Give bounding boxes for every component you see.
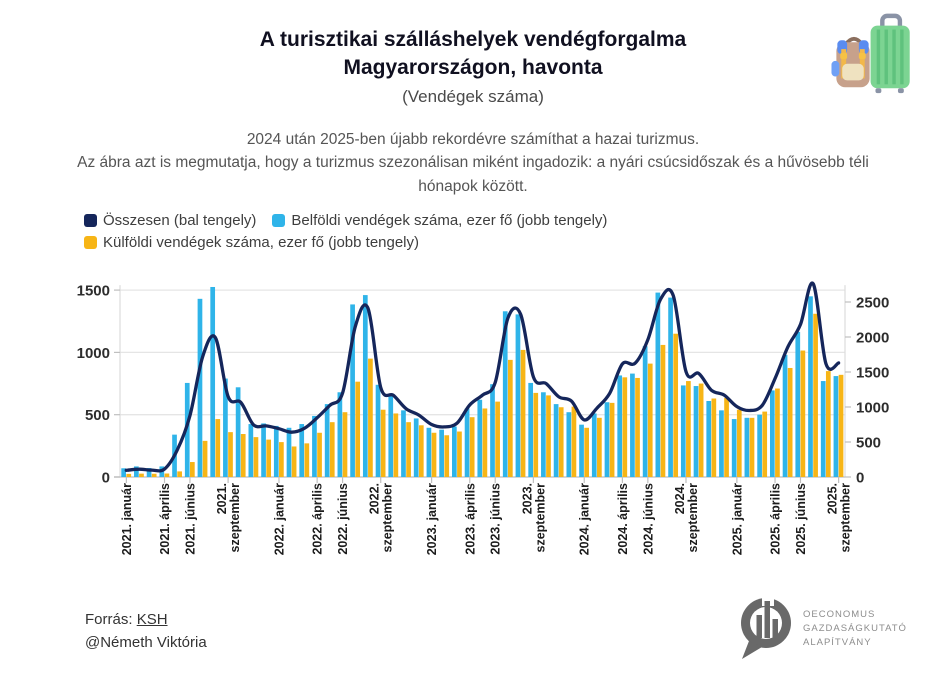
legend-label-1: Belföldi vendégek száma, ezer fő (jobb t… [291,212,608,229]
svg-text:2024.: 2024. [673,483,687,514]
description-line2: Az ábra azt is megmutatja, hogy a turizm… [77,154,869,195]
svg-text:2023. április: 2023. április [463,483,477,555]
svg-text:2025. április: 2025. április [769,483,783,555]
svg-text:2024. január: 2024. január [578,483,592,555]
svg-text:szeptember: szeptember [381,483,395,553]
svg-text:2022. április: 2022. április [311,483,325,555]
bars-belfoldi [121,286,839,477]
svg-text:1500: 1500 [77,283,110,300]
legend-swatch-2 [84,236,97,249]
svg-text:1000: 1000 [77,345,110,362]
source-prefix: Forrás: [85,611,137,628]
svg-text:2021. június: 2021. június [183,483,197,555]
source-block: Forrás: KSH @Németh Viktória [85,608,207,655]
svg-text:2021. április: 2021. április [158,483,172,555]
legend-swatch-1 [272,214,286,227]
luggage-icon [831,13,910,94]
svg-text:0: 0 [856,470,864,487]
svg-text:2022. június: 2022. június [336,483,350,555]
svg-text:2023. január: 2023. január [425,483,439,555]
svg-text:2023. június: 2023. június [489,483,503,555]
svg-text:szeptember: szeptember [228,483,242,553]
total-line [124,281,841,473]
legend-label-2: Külföldi vendégek száma, ezer fő (jobb t… [103,234,420,251]
page-title-line2: Magyarországon, havonta [343,56,603,80]
title-block: A turisztikai szálláshelyek vendégforgal… [0,26,946,107]
description-line1: 2024 után 2025-ben újabb rekordévre szám… [246,131,700,148]
svg-text:500: 500 [85,407,110,424]
svg-text:2000: 2000 [856,330,889,347]
svg-text:2025. június: 2025. június [794,483,808,555]
chart-area: 0 500 1000 1500 0 500 1000 1500 2000 2500 2021. ja… [0,266,946,600]
svg-text:2021. január: 2021. január [120,483,134,555]
right-axis-labels: 0 500 1000 1500 2000 2500 [845,295,889,487]
logo-line2: GAZDASÁGKUTATÓ [803,623,907,635]
svg-text:2021.: 2021. [215,483,229,514]
source-line: Forrás: KSH [85,608,207,631]
svg-text:szeptember: szeptember [686,483,700,553]
legend-item-1: Belföldi vendégek száma, ezer fő (jobb t… [272,212,607,229]
svg-text:1500: 1500 [856,365,889,382]
svg-text:2025.: 2025. [826,483,840,514]
page-subtitle: (Vendégek száma) [402,86,544,106]
page-title-line1: A turisztikai szálláshelyek vendégforgal… [259,28,687,51]
credit-line: @Németh Viktória [85,634,207,652]
chart-description: 2024 után 2025-ben újabb rekordévre szám… [58,128,888,198]
svg-text:2025. január: 2025. január [730,483,744,555]
logo-line3: ALAPÍTVÁNY [803,636,872,648]
oeconomus-logo: OECONOMUS GAZDASÁGKUTATÓ ALAPÍTVÁNY [735,594,907,664]
ksh-link[interactable]: KSH [136,611,168,628]
legend-swatch-0 [84,214,97,227]
chart-svg: 0 500 1000 1500 0 500 1000 1500 2000 2500 2021. ja… [77,281,889,555]
svg-text:2024. június: 2024. június [641,483,655,555]
svg-text:2023.: 2023. [520,483,534,514]
logo-line1: OECONOMUS [803,609,876,621]
bars-kulfoldi [126,313,844,477]
svg-text:2024. április: 2024. április [616,483,630,555]
legend-label-0: Összesen (bal tengely) [103,212,257,229]
svg-text:500: 500 [856,435,881,452]
svg-text:0: 0 [102,470,110,487]
svg-text:szeptember: szeptember [533,483,547,553]
svg-text:szeptember: szeptember [839,483,853,553]
x-axis-labels: 2021. január 2021. április 2021. június 202… [120,477,853,555]
oeconomus-logo-icon [741,594,791,659]
svg-text:2022.: 2022. [368,483,382,514]
legend-item-2: Külföldi vendégek száma, ezer fő (jobb t… [84,234,419,251]
legend-item-0: Összesen (bal tengely) [84,212,256,229]
left-axis-labels: 0 500 1000 1500 [77,283,120,487]
svg-text:1000: 1000 [856,400,889,417]
svg-text:2500: 2500 [856,295,889,312]
oeconomus-logo-text: OECONOMUS GAZDASÁGKUTATÓ ALAPÍTVÁNY [803,608,907,649]
svg-text:2022. január: 2022. január [272,483,286,555]
chart-legend: Összesen (bal tengely) Belföldi vendégek … [84,212,694,251]
